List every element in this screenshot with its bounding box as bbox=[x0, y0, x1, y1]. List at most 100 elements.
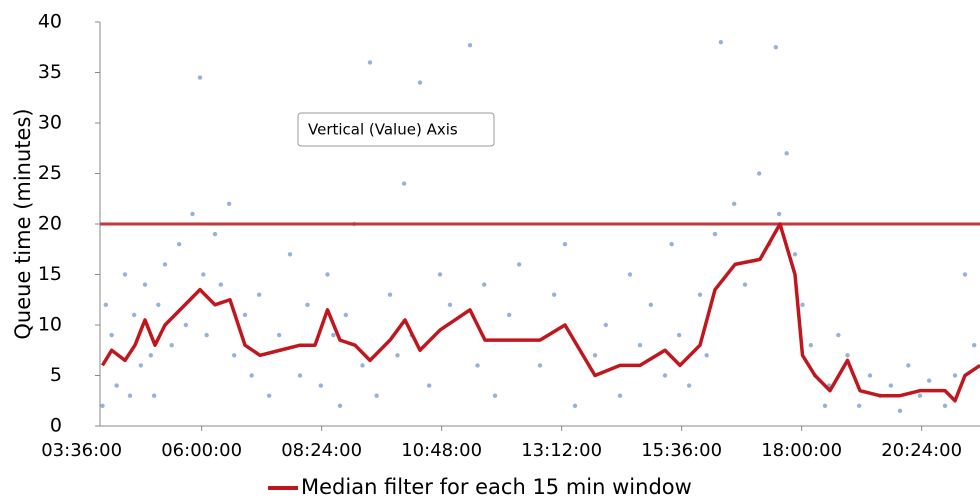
x-tick-label: 13:12:00 bbox=[521, 440, 602, 461]
scatter-point bbox=[822, 403, 828, 408]
scatter-point bbox=[537, 363, 543, 368]
scatter-point bbox=[617, 393, 623, 398]
scatter-point bbox=[731, 201, 737, 206]
scatter-point bbox=[138, 363, 144, 368]
scatter-point bbox=[971, 343, 977, 348]
x-tick-label: 18:00:00 bbox=[761, 440, 842, 461]
scatter-point bbox=[467, 43, 473, 48]
scatter-point bbox=[114, 383, 119, 388]
x-tick-label: 08:24:00 bbox=[281, 440, 362, 461]
scatter-point bbox=[337, 403, 343, 408]
scatter-point bbox=[103, 302, 109, 307]
x-tick-label: 10:48:00 bbox=[401, 440, 482, 461]
scatter-point bbox=[122, 272, 128, 277]
y-tick-label: 0 bbox=[50, 415, 62, 437]
scatter-point bbox=[131, 312, 137, 318]
scatter-point bbox=[592, 353, 598, 358]
scatter-point bbox=[704, 353, 709, 358]
scatter-point bbox=[305, 302, 310, 307]
scatter-point bbox=[742, 282, 748, 287]
scatter-point bbox=[190, 211, 195, 217]
scatter-point bbox=[204, 332, 209, 338]
scatter-point bbox=[297, 373, 303, 378]
scatter-point bbox=[648, 302, 654, 307]
scatter-point bbox=[100, 403, 105, 408]
scatter-point bbox=[276, 332, 282, 338]
scatter-point bbox=[426, 383, 432, 388]
scatter-point bbox=[249, 373, 254, 378]
scatter-point bbox=[776, 211, 782, 217]
scatter-point bbox=[447, 302, 453, 307]
x-tick-label: 20:24:00 bbox=[881, 440, 962, 461]
y-tick-label: 35 bbox=[38, 61, 62, 83]
scatter-point bbox=[360, 363, 365, 368]
scatter-point bbox=[897, 408, 903, 414]
tooltip: Vertical (Value) Axis bbox=[297, 112, 495, 147]
y-tick-label: 20 bbox=[38, 213, 62, 235]
scatter-point bbox=[712, 231, 718, 237]
scatter-point bbox=[836, 332, 841, 338]
scatter-point bbox=[942, 403, 948, 408]
scatter-point bbox=[226, 201, 232, 206]
scatter-point bbox=[784, 151, 789, 156]
scatter-point bbox=[562, 242, 568, 247]
y-axis-label: Queue time (minutes) bbox=[11, 108, 35, 339]
scatter-point bbox=[516, 262, 522, 267]
scatter-point bbox=[256, 292, 262, 297]
scatter-point bbox=[551, 292, 557, 297]
scatter-point bbox=[627, 272, 633, 277]
scatter-point bbox=[686, 383, 692, 388]
scatter-point bbox=[151, 393, 157, 398]
y-tick-label: 30 bbox=[38, 112, 62, 134]
y-tick-label: 15 bbox=[38, 263, 62, 285]
tooltip-text: Vertical (Value) Axis bbox=[308, 121, 458, 139]
y-tick-label: 40 bbox=[38, 11, 62, 33]
scatter-point bbox=[183, 322, 189, 328]
scatter-point bbox=[906, 363, 911, 368]
scatter-point bbox=[669, 242, 674, 247]
scatter-point bbox=[318, 383, 324, 388]
scatter-point bbox=[197, 75, 203, 80]
scatter-point bbox=[773, 45, 779, 50]
scatter-point bbox=[331, 332, 336, 338]
scatter-point bbox=[856, 403, 862, 408]
scatter-point bbox=[367, 60, 373, 65]
scatter-point bbox=[637, 343, 643, 348]
scatter-point bbox=[343, 312, 349, 318]
y-tick-label: 5 bbox=[50, 364, 62, 386]
legend-label: Median filter for each 15 min window bbox=[301, 475, 692, 499]
y-tick-label: 25 bbox=[38, 162, 62, 184]
scatter-point bbox=[492, 393, 498, 398]
scatter-point bbox=[401, 181, 407, 186]
scatter-point bbox=[218, 282, 224, 287]
scatter-point bbox=[148, 353, 154, 358]
scatter-point bbox=[952, 373, 958, 378]
scatter-point bbox=[697, 292, 703, 297]
scatter-point bbox=[792, 252, 798, 257]
scatter-point bbox=[808, 343, 814, 348]
scatter-point bbox=[481, 282, 487, 287]
scatter-point bbox=[142, 282, 148, 287]
scatter-point bbox=[395, 353, 400, 358]
scatter-point bbox=[127, 393, 133, 398]
scatter-point bbox=[156, 302, 161, 307]
scatter-point bbox=[325, 272, 330, 277]
scatter-point bbox=[926, 378, 932, 383]
scatter-point bbox=[756, 171, 762, 176]
scatter-point bbox=[169, 343, 174, 348]
scatter-point bbox=[506, 312, 512, 318]
scatter-point bbox=[603, 322, 609, 328]
scatter-point bbox=[242, 312, 248, 318]
scatter-point bbox=[962, 272, 968, 277]
scatter-point bbox=[287, 252, 293, 257]
x-tick-label: 03:36:00 bbox=[41, 440, 122, 461]
scatter-point bbox=[201, 272, 206, 277]
scatter-point bbox=[475, 363, 480, 368]
scatter-point bbox=[676, 332, 682, 338]
scatter-point bbox=[162, 262, 168, 267]
scatter-point bbox=[800, 302, 805, 307]
scatter-point bbox=[888, 383, 894, 388]
scatter-point bbox=[231, 353, 237, 358]
